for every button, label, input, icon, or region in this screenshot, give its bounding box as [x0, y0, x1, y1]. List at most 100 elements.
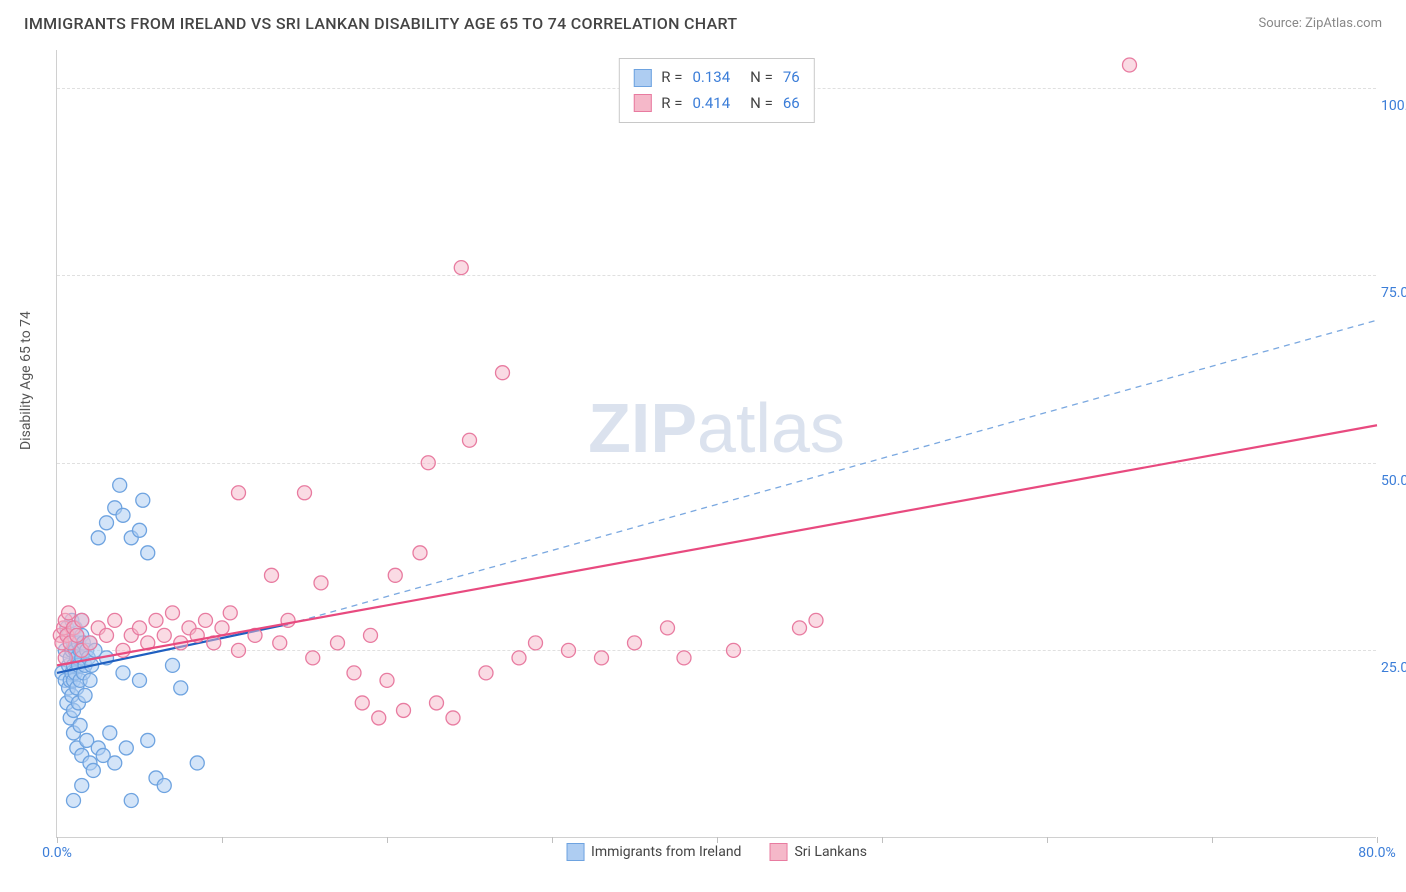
xtick: [57, 837, 58, 843]
xtick: [387, 837, 388, 843]
stat-r-value: 0.134: [692, 65, 730, 91]
data-point: [306, 651, 320, 665]
stat-n-value: 66: [783, 91, 800, 117]
data-point: [103, 726, 117, 740]
data-point: [133, 673, 147, 687]
data-point: [199, 613, 213, 627]
legend-swatch: [633, 94, 651, 112]
data-point: [78, 688, 92, 702]
data-point: [793, 621, 807, 635]
xtick: [882, 837, 883, 843]
data-point: [108, 613, 122, 627]
ytick-label: 25.0%: [1381, 660, 1406, 676]
legend-label: Immigrants from Ireland: [591, 844, 741, 860]
data-point: [141, 546, 155, 560]
stat-n-label: N =: [750, 65, 773, 91]
data-point: [677, 651, 691, 665]
data-point: [298, 486, 312, 500]
source-label: Source: ZipAtlas.com: [1258, 16, 1382, 31]
data-point: [496, 366, 510, 380]
xtick: [222, 837, 223, 843]
xtick: [552, 837, 553, 843]
data-point: [347, 666, 361, 680]
trend-line-dashed: [288, 320, 1377, 624]
data-point: [119, 741, 133, 755]
data-point: [70, 628, 84, 642]
data-point: [380, 673, 394, 687]
data-point: [113, 478, 127, 492]
data-point: [232, 643, 246, 657]
ytick-label: 100.0%: [1381, 98, 1406, 114]
legend-swatch: [769, 843, 787, 861]
data-point: [149, 613, 163, 627]
data-point: [232, 486, 246, 500]
data-point: [116, 508, 130, 522]
data-point: [124, 793, 138, 807]
trend-line: [57, 425, 1377, 665]
legend-swatch: [566, 843, 584, 861]
scatter-plot: [57, 50, 1376, 837]
stat-r-value: 0.414: [692, 91, 730, 117]
xtick-label: 0.0%: [42, 845, 72, 861]
data-point: [355, 696, 369, 710]
data-point: [174, 681, 188, 695]
data-point: [628, 636, 642, 650]
data-point: [75, 613, 89, 627]
data-point: [157, 778, 171, 792]
data-point: [273, 636, 287, 650]
data-point: [108, 756, 122, 770]
data-point: [314, 576, 328, 590]
legend-swatch: [633, 69, 651, 87]
data-point: [141, 733, 155, 747]
data-point: [479, 666, 493, 680]
data-point: [529, 636, 543, 650]
stat-n-label: N =: [750, 91, 773, 117]
stat-n-value: 76: [783, 65, 800, 91]
legend-item: Sri Lankans: [769, 843, 867, 861]
stat-legend: R = 0.134 N = 76R = 0.414 N = 66: [618, 58, 814, 123]
data-point: [73, 718, 87, 732]
data-point: [133, 621, 147, 635]
xtick-label: 80.0%: [1358, 845, 1396, 861]
data-point: [1123, 58, 1137, 72]
bottom-legend: Immigrants from Ireland Sri Lankans: [566, 843, 867, 861]
xtick: [1377, 837, 1378, 843]
stat-legend-row: R = 0.414 N = 66: [633, 91, 799, 117]
data-point: [454, 261, 468, 275]
data-point: [661, 621, 675, 635]
legend-item: Immigrants from Ireland: [566, 843, 741, 861]
y-axis-label: Disability Age 65 to 74: [18, 311, 34, 450]
data-point: [100, 628, 114, 642]
chart-area: ZIPatlas 25.0%50.0%75.0%100.0% 0.0%80.0%…: [56, 50, 1376, 838]
data-point: [215, 621, 229, 635]
data-point: [421, 456, 435, 470]
data-point: [397, 703, 411, 717]
stat-r-label: R =: [661, 91, 682, 117]
data-point: [446, 711, 460, 725]
chart-title: IMMIGRANTS FROM IRELAND VS SRI LANKAN DI…: [24, 14, 737, 33]
xtick: [1047, 837, 1048, 843]
data-point: [62, 606, 76, 620]
data-point: [116, 666, 130, 680]
data-point: [86, 763, 100, 777]
data-point: [223, 606, 237, 620]
data-point: [91, 531, 105, 545]
stat-legend-row: R = 0.134N = 76: [633, 65, 799, 91]
data-point: [157, 628, 171, 642]
data-point: [413, 546, 427, 560]
data-point: [364, 628, 378, 642]
data-point: [809, 613, 823, 627]
data-point: [512, 651, 526, 665]
data-point: [727, 643, 741, 657]
data-point: [67, 793, 81, 807]
data-point: [133, 523, 147, 537]
data-point: [463, 433, 477, 447]
data-point: [562, 643, 576, 657]
data-point: [83, 673, 97, 687]
data-point: [166, 606, 180, 620]
legend-label: Sri Lankans: [794, 844, 867, 860]
data-point: [388, 568, 402, 582]
data-point: [83, 636, 97, 650]
data-point: [595, 651, 609, 665]
data-point: [75, 778, 89, 792]
